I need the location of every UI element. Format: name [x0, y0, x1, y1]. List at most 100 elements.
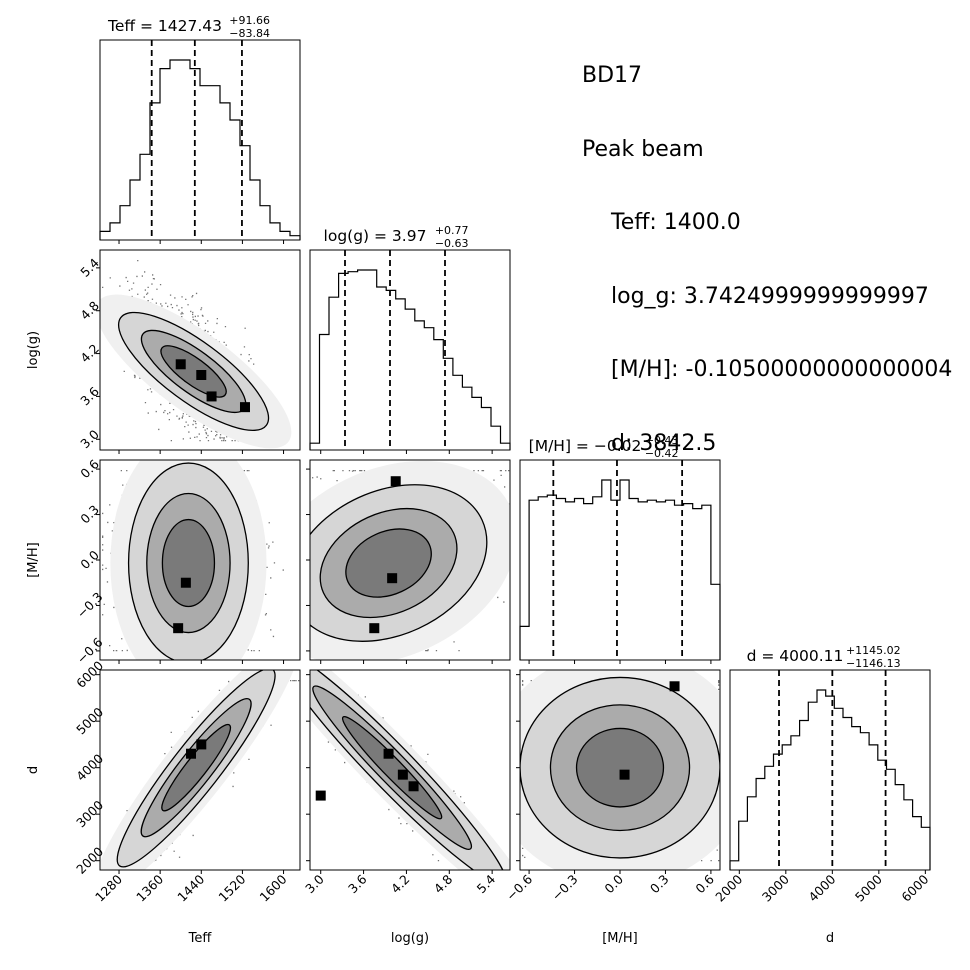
density-level-3 — [341, 715, 443, 820]
info-teff: Teff: 1400.0 — [611, 210, 741, 235]
y-tick-label-logg: 3.6 — [77, 384, 102, 409]
y-tick-label-mh: −0.3 — [74, 589, 106, 621]
density-peak — [669, 681, 680, 692]
panel-logg-mh — [309, 459, 511, 661]
y-axis-label-d: d — [26, 766, 41, 774]
hist-title-lower: −0.63 — [435, 237, 469, 250]
x-tick-label-teff: 1600 — [257, 871, 290, 904]
y-tick-label-d: 5000 — [73, 704, 106, 737]
hist-title-logg: log(g) = 3.97 — [324, 227, 427, 245]
hist-title-upper: +0.77 — [435, 224, 469, 237]
x-tick-label-logg: 4.8 — [431, 871, 456, 896]
x-tick-label-teff: 1280 — [92, 871, 125, 904]
panel-teff-d — [99, 669, 301, 871]
x-tick-label-d: 5000 — [852, 871, 885, 904]
hist-teff: Teff = 1427.43 +91.66−83.84 — [99, 14, 301, 241]
info-annotation: BD17 Peak beam Teff: 1400.0 log_g: 3.742… — [582, 15, 952, 481]
density-peak — [196, 739, 207, 750]
hist-steps — [309, 269, 511, 450]
y-tick-label-mh: 0.0 — [77, 547, 102, 572]
y-tick-label-mh: 0.3 — [77, 502, 102, 527]
density-peak — [206, 391, 217, 402]
density-level-3 — [161, 518, 216, 608]
x-tick-label-logg: 4.2 — [388, 872, 413, 897]
density-level-3 — [161, 723, 232, 812]
hist-title-upper: +91.66 — [229, 14, 270, 27]
x-tick-label-mh: −0.3 — [549, 872, 581, 904]
x-tick-label-teff: 1520 — [215, 871, 248, 904]
x-tick-label-mh: 0.3 — [647, 872, 672, 897]
density-peak — [196, 370, 207, 380]
x-tick-label-logg: 3.6 — [345, 871, 370, 896]
info-d: d: 3842.5 — [611, 430, 717, 456]
density-peak — [383, 748, 394, 759]
density-peak — [397, 769, 408, 780]
hist-title-upper: +1145.02 — [846, 644, 901, 657]
x-tick-label-logg: 3.0 — [302, 871, 327, 896]
density-peak — [180, 577, 191, 588]
y-tick-label-logg: 5.4 — [77, 255, 102, 280]
hist-title-upper: +0.43 — [645, 434, 679, 447]
x-tick-label-d: 2000 — [712, 871, 745, 904]
hist-steps — [99, 59, 301, 240]
panel-frame — [99, 669, 301, 871]
y-tick-label-logg: 3.0 — [77, 427, 102, 452]
panel-frame — [99, 249, 301, 451]
x-tick-label-mh: 0.0 — [601, 871, 626, 896]
x-tick-label-logg: 5.4 — [474, 871, 499, 896]
hist-steps — [729, 689, 931, 870]
hist-title-mh: [M/H] = −0.02 — [529, 437, 642, 455]
x-axis-label-teff: Teff — [188, 931, 213, 946]
x-tick-label-teff: 1360 — [133, 871, 166, 904]
info-subtitle: Peak beam — [582, 136, 704, 162]
panel-teff-mh — [99, 459, 301, 661]
panel-frame — [729, 669, 931, 871]
y-tick-label-d: 3000 — [73, 797, 106, 830]
hist-title-d: d = 4000.11 — [747, 647, 844, 665]
hist-logg: log(g) = 3.97 +0.77−0.63 — [309, 224, 511, 451]
density-peak — [619, 769, 630, 780]
density-peak — [369, 623, 380, 634]
density-level-3 — [160, 345, 227, 398]
panel-mh-d — [519, 669, 721, 871]
y-tick-label-logg: 4.8 — [77, 298, 102, 323]
density-peak — [186, 748, 197, 759]
density-peak — [408, 781, 419, 792]
panel-logg-d — [309, 669, 511, 871]
info-mh: [M/H]: -0.10500000000000004 — [611, 357, 953, 382]
density-peak — [387, 573, 398, 584]
panel-frame — [309, 249, 511, 451]
density-peak — [173, 623, 184, 634]
x-tick-label-mh: −0.6 — [503, 871, 535, 903]
hist-title-lower: −0.42 — [645, 447, 679, 460]
y-tick-label-mh: −0.6 — [74, 634, 106, 666]
panel-frame — [99, 39, 301, 241]
hist-d: d = 4000.11 +1145.02−1146.13 — [729, 644, 931, 871]
y-tick-label-logg: 4.2 — [77, 341, 102, 366]
x-tick-label-d: 4000 — [805, 871, 838, 904]
x-tick-label-teff: 1440 — [174, 871, 207, 904]
y-tick-label-d: 6000 — [73, 658, 106, 691]
x-tick-label-d: 6000 — [898, 871, 931, 904]
density-peak — [175, 359, 186, 370]
hist-title-lower: −1146.13 — [846, 657, 901, 670]
x-tick-label-d: 3000 — [759, 871, 792, 904]
hist-title-teff: Teff = 1427.43 — [107, 17, 222, 35]
x-axis-label-mh: [M/H] — [602, 931, 638, 946]
x-axis-label-d: d — [826, 931, 834, 946]
panel-frame — [309, 669, 511, 871]
info-logg: log_g: 3.7424999999999997 — [611, 283, 929, 309]
y-tick-label-mh: 0.6 — [77, 456, 102, 481]
density-level-3 — [575, 727, 665, 808]
hist-steps — [519, 479, 721, 660]
y-tick-label-d: 4000 — [73, 751, 106, 784]
x-axis-label-logg: log(g) — [391, 931, 429, 946]
panel-teff-logg — [99, 249, 301, 451]
object-name: BD17 — [582, 63, 643, 88]
density-peak — [390, 476, 401, 487]
density-peak — [315, 790, 326, 801]
hist-title-lower: −83.84 — [229, 27, 270, 40]
y-axis-label-mh: [M/H] — [26, 542, 41, 578]
y-axis-label-logg: log(g) — [26, 331, 41, 369]
